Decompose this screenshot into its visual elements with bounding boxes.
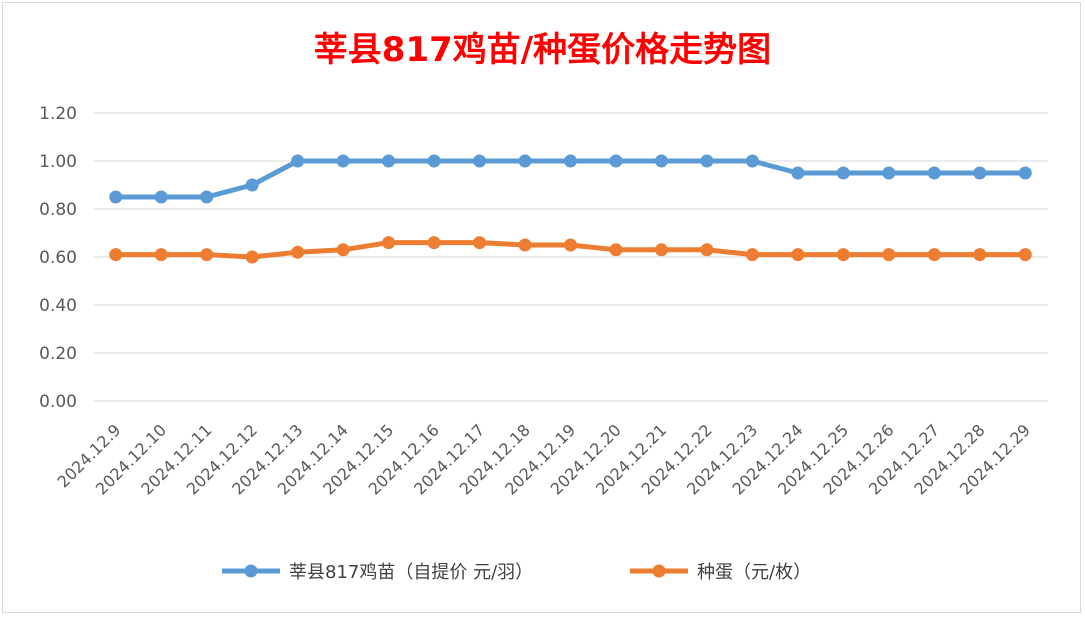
legend-marker-2 <box>652 564 666 578</box>
y-tick-label: 0.60 <box>39 248 77 268</box>
y-tick-label: 1.20 <box>39 104 77 124</box>
series-2-point <box>609 243 623 257</box>
series-1-point <box>518 154 532 168</box>
y-tick-label: 0.20 <box>39 344 77 364</box>
series-1-point <box>882 166 896 180</box>
series-1-point <box>427 154 441 168</box>
series-2-point <box>836 248 850 262</box>
series-1-point <box>200 190 214 204</box>
series-2-point <box>109 248 123 262</box>
series-1-point <box>745 154 759 168</box>
series-1-point <box>700 154 714 168</box>
x-axis-ticks: 2024.12.92024.12.102024.12.112024.12.122… <box>54 420 1035 498</box>
series-1-point <box>609 154 623 168</box>
series-2-point <box>564 238 577 252</box>
series-2-point <box>791 248 805 262</box>
y-tick-label: 1.00 <box>39 152 77 172</box>
series-2-point <box>518 238 532 252</box>
series-1-point <box>154 190 168 204</box>
series-2-point <box>473 236 487 250</box>
legend-label-1: 莘县817鸡苗（自提价 元/羽） <box>289 562 533 583</box>
y-tick-label: 0.00 <box>39 392 77 412</box>
series-1-point <box>836 166 850 180</box>
series-2-point <box>427 236 441 250</box>
series-1-point <box>382 154 396 168</box>
series-2-point <box>700 243 714 257</box>
series-2-point <box>382 236 396 250</box>
legend-label-2: 种蛋（元/枚） <box>697 562 811 583</box>
series-1-point <box>564 154 577 168</box>
series-2-point <box>882 248 896 262</box>
series-1-point <box>109 190 123 204</box>
series-1-point <box>1018 166 1032 180</box>
legend-marker-1 <box>244 564 258 578</box>
y-tick-label: 0.40 <box>39 296 77 316</box>
series-2-point <box>291 245 305 259</box>
series-1-point <box>791 166 805 180</box>
chart-title: 莘县817鸡苗/种蛋价格走势图 <box>313 30 772 70</box>
series-2-point <box>1018 248 1032 262</box>
series-2-point <box>200 248 214 262</box>
y-axis-ticks: 0.00 0.20 0.40 0.60 0.80 1.00 1.20 <box>39 104 77 412</box>
series-2-point <box>745 248 759 262</box>
series-2-point <box>927 248 941 262</box>
series-1-point <box>291 154 305 168</box>
series-2-point <box>973 248 987 262</box>
series-1-point <box>245 178 259 192</box>
series-2-point <box>336 243 350 257</box>
series-2-point <box>654 243 668 257</box>
series-1-point <box>973 166 987 180</box>
y-tick-label: 0.80 <box>39 200 77 220</box>
series-1-point <box>927 166 941 180</box>
series-group <box>109 154 1032 264</box>
series-1-point <box>473 154 487 168</box>
series-1-point <box>336 154 350 168</box>
series-2-point <box>154 248 168 262</box>
legend: 莘县817鸡苗（自提价 元/羽） 种蛋（元/枚） <box>222 562 811 583</box>
series-2-point <box>245 250 259 264</box>
series-1-point <box>654 154 668 168</box>
